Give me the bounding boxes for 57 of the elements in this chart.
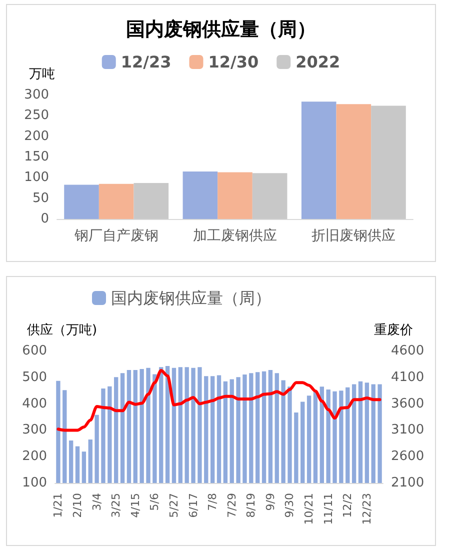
x-tick-label: 6/17 — [186, 493, 200, 518]
x-tick-label: 折旧废钢供应 — [312, 228, 396, 244]
bar — [301, 102, 336, 219]
bar — [64, 184, 99, 219]
x-tick-label: 5/6 — [148, 493, 162, 511]
y-tick-label: 250 — [24, 108, 49, 124]
x-tick-label: 5/27 — [167, 493, 180, 518]
y-tick-label: 400 — [22, 396, 47, 412]
x-tick-label: 3/25 — [110, 493, 123, 518]
y2-tick-label: 3600 — [391, 396, 424, 412]
legend-label: 12/30 — [208, 52, 259, 72]
bar — [371, 106, 406, 219]
x-tick-label: 10/21 — [302, 493, 316, 525]
y-axis-title: 供应（万吨) — [27, 322, 98, 338]
x-tick-label: 2/10 — [71, 493, 84, 518]
y2-tick-label: 3100 — [391, 422, 424, 438]
line-series — [56, 369, 382, 432]
legend-label: 2022 — [296, 52, 340, 72]
y-tick-label: 100 — [24, 170, 49, 186]
y-tick-label: 500 — [22, 370, 47, 385]
x-tick-label: 3/4 — [90, 493, 104, 511]
bar — [218, 172, 252, 219]
chart-title: 国内废钢供应量（周） — [126, 18, 316, 40]
y-tick-label: 300 — [24, 88, 49, 102]
x-tick-label: 12/2 — [341, 493, 354, 518]
legend-label: 12/23 — [120, 52, 172, 72]
x-tick-label: 9/9 — [264, 493, 277, 511]
y-tick-label: 200 — [22, 449, 47, 464]
x-tick-label: 12/23 — [360, 493, 374, 525]
bar — [134, 183, 169, 219]
y-tick-label: 0 — [40, 212, 49, 226]
bar — [98, 184, 134, 219]
y-tick-label: 300 — [22, 422, 47, 438]
y2-tick-label: 2100 — [391, 476, 424, 490]
legend-label: 国内废钢供应量（周） — [111, 288, 271, 308]
x-tick-label: 加工废钢供应 — [193, 228, 277, 244]
y-tick-label: 100 — [22, 476, 47, 490]
y-tick-label: 50 — [32, 190, 49, 206]
bar — [182, 171, 218, 219]
y2-tick-label: 2600 — [391, 449, 424, 464]
y2-tick-label: 4100 — [391, 370, 424, 385]
y2-axis-title: 重废价 — [374, 323, 413, 338]
y-tick-label: 150 — [24, 150, 49, 164]
x-tick-label: 钢厂自产废钢 — [73, 228, 158, 244]
x-tick-label: 9/30 — [283, 493, 296, 518]
y-axis-title: 万吨 — [29, 67, 55, 82]
y-tick-label: 200 — [24, 128, 49, 144]
x-tick-label: 7/29 — [225, 493, 238, 518]
x-tick-label: 1/21 — [52, 493, 65, 518]
y2-tick-label: 4600 — [391, 344, 424, 358]
x-tick-label: 4/15 — [128, 493, 142, 518]
y-tick-label: 600 — [22, 344, 47, 358]
x-tick-label: 11/11 — [322, 493, 335, 525]
x-tick-label: 7/8 — [206, 493, 220, 511]
x-tick-label: 8/19 — [244, 493, 258, 518]
bar — [252, 173, 288, 219]
bar — [336, 104, 372, 219]
